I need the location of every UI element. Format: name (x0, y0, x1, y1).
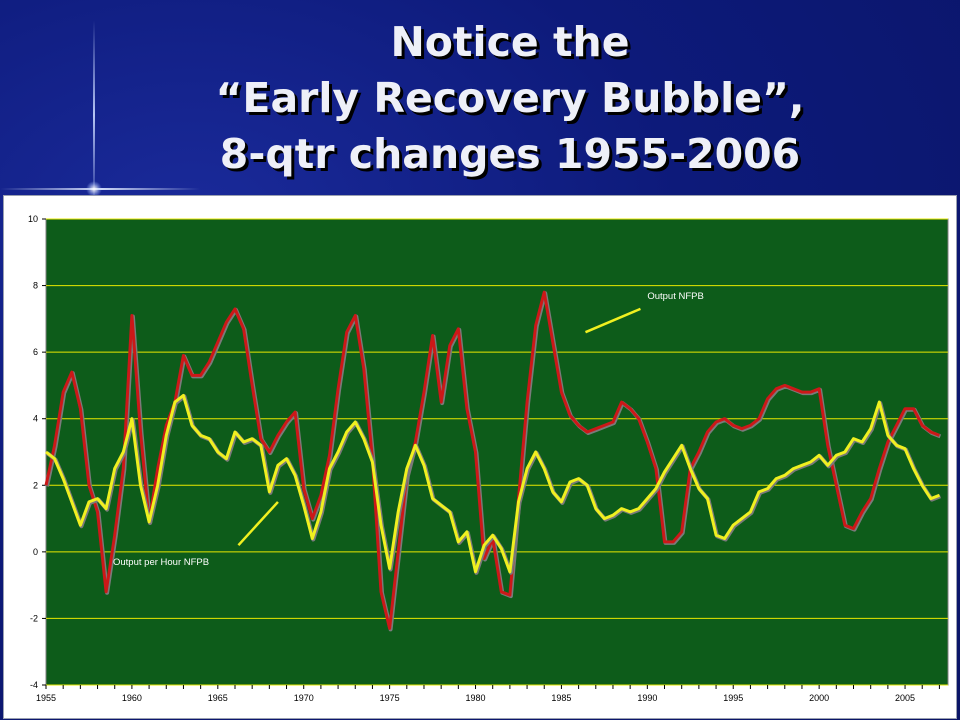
x-tick-label-1955: 1955 (36, 693, 56, 703)
productivity-annotation-pointer (237, 501, 279, 547)
y-tick-label-2: 2 (33, 480, 38, 490)
plot-area (45, 218, 949, 686)
x-tick-label-2005: 2005 (895, 693, 915, 703)
lens-flare-center (86, 181, 102, 197)
y-tick-label--4: -4 (30, 680, 38, 690)
x-tick-label-1995: 1995 (723, 693, 743, 703)
x-tick-label-1960: 1960 (122, 693, 142, 703)
productivity-annotation-label: Output per Hour NFPB (113, 557, 209, 568)
chart-container: -4 -2 0 2 4 6 8 10 1955 1960 1965 1970 1975 1980 1985 1… (3, 195, 957, 719)
title-line-1: Notice the (390, 18, 630, 66)
x-tick-label-2000: 2000 (809, 693, 829, 703)
x-tick-label-1965: 1965 (208, 693, 228, 703)
slide-title-area: Notice the “Early Recovery Bubble”, 8-qt… (0, 14, 960, 196)
y-tick-label--2: -2 (30, 613, 38, 623)
y-tick-label-8: 8 (33, 281, 38, 291)
y-tick-label-4: 4 (33, 414, 38, 424)
line-chart: -4 -2 0 2 4 6 8 10 1955 1960 1965 1970 1975 1980 1985 1… (28, 214, 949, 703)
output-annotation-pointer (584, 307, 641, 334)
productivity-series-line (45, 393, 940, 574)
y-tick-label-10: 10 (28, 214, 38, 224)
x-tick-label-1990: 1990 (637, 693, 657, 703)
y-tick-label-6: 6 (33, 347, 38, 357)
title-line-3: 8-qtr changes 1955-2006 (219, 130, 801, 178)
x-tick-label-1970: 1970 (294, 693, 314, 703)
x-tick-label-1975: 1975 (380, 693, 400, 703)
slide-title: Notice the “Early Recovery Bubble”, 8-qt… (60, 14, 960, 182)
lens-flare-vertical (93, 20, 95, 210)
x-tick-label-1980: 1980 (466, 693, 486, 703)
output-annotation-label: Output NFPB (647, 291, 704, 302)
y-tick-label-0: 0 (33, 547, 38, 557)
x-tick-label-1985: 1985 (551, 693, 571, 703)
title-line-2: “Early Recovery Bubble”, (215, 74, 805, 122)
